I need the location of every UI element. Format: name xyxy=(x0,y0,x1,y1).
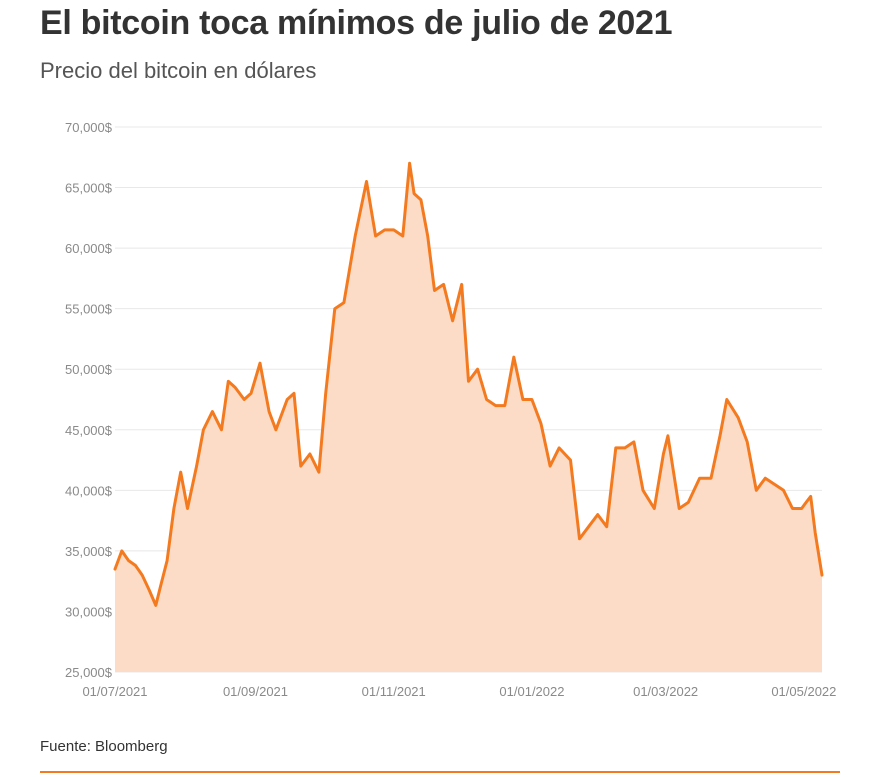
y-tick-label: 60,000$ xyxy=(65,241,113,256)
x-tick-label: 01/11/2021 xyxy=(362,684,426,699)
x-tick-label: 01/01/2022 xyxy=(499,684,564,699)
y-tick-label: 45,000$ xyxy=(65,423,113,438)
y-tick-label: 25,000$ xyxy=(65,665,113,680)
y-tick-label: 40,000$ xyxy=(65,483,113,498)
x-tick-label: 01/09/2021 xyxy=(223,684,288,699)
x-tick-label: 01/03/2022 xyxy=(633,684,698,699)
y-axis: 25,000$ 30,000$ 35,000$ 40,000$ 45,000$ 50,00… xyxy=(65,120,113,680)
chart-title: El bitcoin toca mínimos de julio de 2021 xyxy=(40,4,673,42)
price-area xyxy=(115,163,822,673)
bottom-rule xyxy=(40,771,840,773)
y-tick-label: 50,000$ xyxy=(65,362,113,377)
x-tick-label: 01/07/2021 xyxy=(82,684,147,699)
x-axis: 01/07/2021 01/09/2021 01/11/2021 01/01/2022… xyxy=(82,684,836,699)
area-layer xyxy=(113,161,824,673)
source-note: Fuente: Bloomberg xyxy=(40,738,168,755)
chart-subtitle: Precio del bitcoin en dólares xyxy=(40,58,317,83)
y-tick-label: 65,000$ xyxy=(65,181,113,196)
y-tick-label: 55,000$ xyxy=(65,302,113,317)
price-line xyxy=(113,161,824,607)
price-chart: 25,000$ 30,000$ 35,000$ 40,000$ 45,000$ 50,00… xyxy=(65,120,836,699)
x-tick-label: 01/05/2022 xyxy=(771,684,836,699)
y-tick-label: 35,000$ xyxy=(65,544,113,559)
y-tick-label: 30,000$ xyxy=(65,604,113,619)
y-tick-label: 70,000$ xyxy=(65,120,113,135)
